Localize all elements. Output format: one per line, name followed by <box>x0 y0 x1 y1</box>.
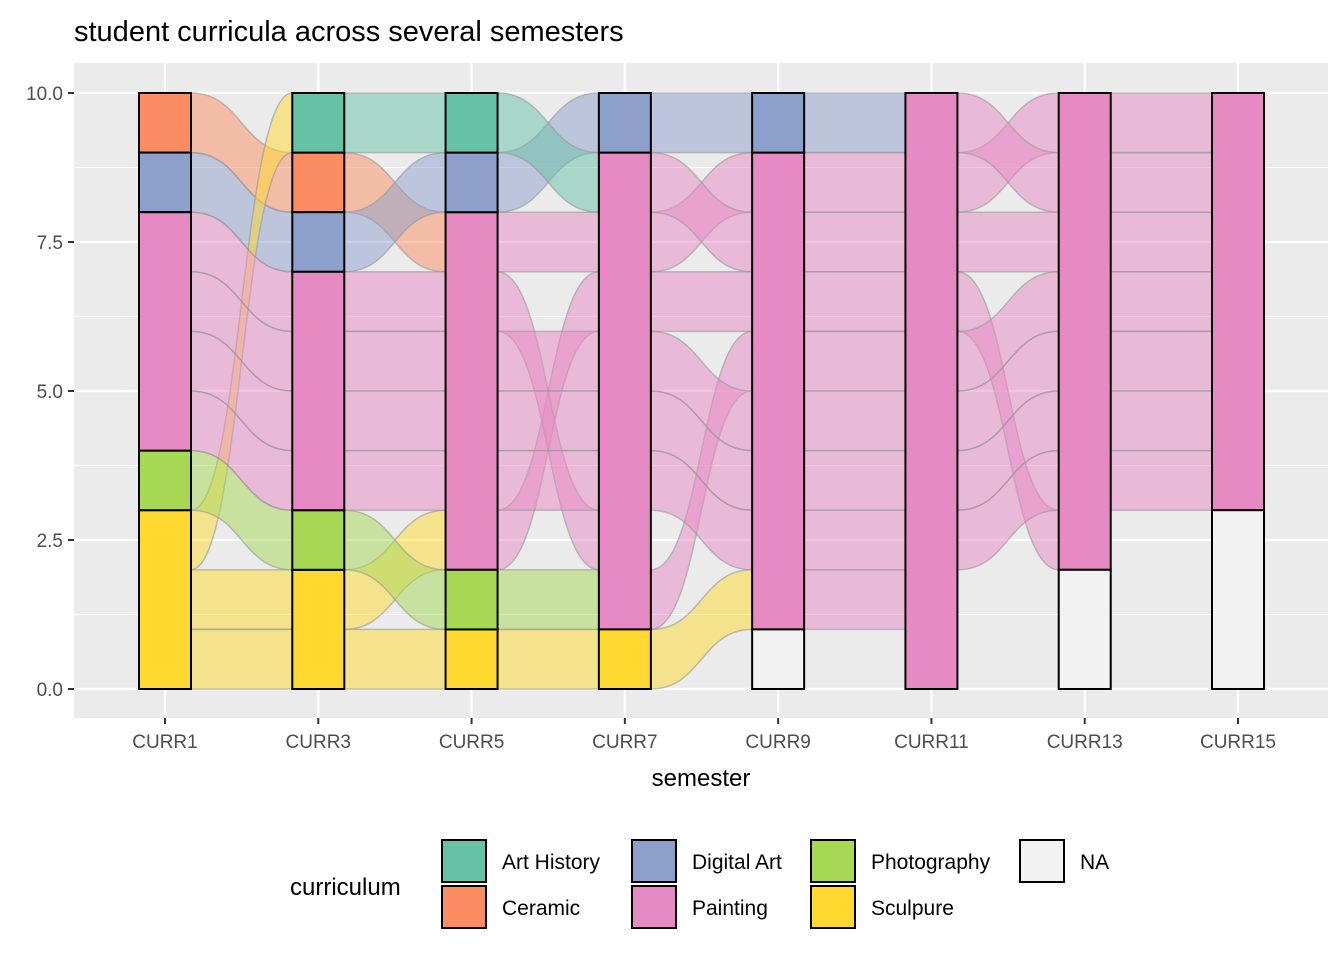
x-axis-title: semester <box>652 765 751 792</box>
y-tick-label: 2.5 <box>37 531 63 552</box>
flow-ribbon <box>1109 390 1213 452</box>
flow-ribbon <box>1109 92 1213 154</box>
legend-label: Photography <box>871 851 991 874</box>
stratum-digital-art <box>291 211 346 273</box>
flow-ribbon <box>343 92 447 154</box>
flow-ribbon <box>650 92 753 154</box>
x-tick-label: CURR11 <box>894 732 969 753</box>
legend-key <box>441 885 487 929</box>
flow-ribbon <box>190 628 294 690</box>
stratum-art-history <box>291 92 346 154</box>
stratum-sculpure <box>138 509 192 691</box>
stratum-sculpure <box>444 628 499 691</box>
flow-ribbon <box>803 390 907 452</box>
stratum-painting <box>138 211 192 452</box>
flow-ribbon <box>343 271 447 333</box>
flow-ribbon <box>803 509 907 571</box>
x-tick-label: CURR9 <box>745 732 810 753</box>
legend-key <box>631 885 677 929</box>
x-tick-label: CURR15 <box>1200 732 1276 753</box>
legend-label: Sculpure <box>871 897 954 920</box>
flow-ribbon <box>803 330 907 392</box>
flow-ribbon <box>1109 271 1213 333</box>
legend-key <box>441 839 487 883</box>
flow-ribbon <box>803 151 907 213</box>
flow-ribbon <box>1109 151 1213 213</box>
stratum-photography <box>291 509 346 571</box>
stratum-na <box>1057 568 1112 690</box>
stratum-ceramic <box>138 92 192 154</box>
y-tick-label: 10.0 <box>26 84 63 105</box>
flow-ribbon <box>496 330 600 392</box>
flow-ribbon <box>343 628 447 690</box>
legend-label: Ceramic <box>502 897 580 920</box>
x-tick-label: CURR5 <box>439 732 504 753</box>
flow-ribbon <box>1109 211 1213 273</box>
stratum-sculpure <box>597 628 652 691</box>
flow-ribbon <box>190 569 294 631</box>
legend-label: NA <box>1080 851 1109 874</box>
flow-ribbon <box>343 390 447 452</box>
stratum-painting <box>444 211 499 571</box>
flow-ribbon <box>496 390 600 452</box>
stratum-na <box>751 628 806 691</box>
x-tick-label: CURR1 <box>132 732 197 753</box>
legend: curriculum Art History Ceramic Digital Art… <box>290 839 1109 929</box>
stratum-digital-art <box>444 151 499 214</box>
stratum-painting <box>291 270 346 512</box>
flow-ribbon <box>803 211 907 273</box>
y-tick-label: 7.5 <box>37 233 63 254</box>
flow-ribbon <box>803 449 907 511</box>
stratum-sculpure <box>291 568 346 690</box>
flow-ribbon <box>496 211 600 273</box>
chart-title: student curricula across several semeste… <box>74 16 624 48</box>
stratum-photography <box>138 449 192 512</box>
stratum-art-history <box>444 92 499 154</box>
axes: 0.0 2.5 5.0 7.5 10.0 CURR1 CURR3 CURR5 CURR7 CURR… <box>26 84 1276 753</box>
flow-ribbon <box>803 569 907 631</box>
legend-key <box>810 839 856 883</box>
stratum-digital-art <box>751 92 806 154</box>
strata <box>138 92 1265 691</box>
flow-ribbon <box>956 211 1060 273</box>
x-tick-label: CURR13 <box>1047 732 1123 753</box>
stratum-ceramic <box>291 151 346 214</box>
stratum-na <box>1211 509 1265 691</box>
x-tick-label: CURR3 <box>286 732 351 753</box>
stratum-painting <box>1057 92 1112 571</box>
flow-ribbon <box>496 449 600 511</box>
y-tick-label: 5.0 <box>37 382 63 403</box>
y-tick-label: 0.0 <box>37 680 63 701</box>
flow-ribbon <box>343 330 447 392</box>
stratum-painting <box>597 151 652 631</box>
flow-ribbon <box>650 271 753 333</box>
flows <box>190 92 1213 690</box>
flow-ribbon <box>496 628 600 690</box>
legend-label: Digital Art <box>692 851 782 874</box>
x-tick-label: CURR7 <box>592 732 657 753</box>
legend-key <box>1019 839 1065 883</box>
stratum-digital-art <box>597 92 652 154</box>
legend-label: Art History <box>502 851 601 874</box>
flow-ribbon <box>496 569 600 631</box>
flow-ribbon <box>1109 330 1213 392</box>
stratum-painting <box>904 92 959 690</box>
flow-ribbon <box>803 271 907 333</box>
flow-ribbon <box>803 92 907 154</box>
stratum-photography <box>444 568 499 631</box>
legend-title: curriculum <box>290 874 401 901</box>
flow-ribbon <box>1109 449 1213 511</box>
stratum-painting <box>1211 92 1265 512</box>
legend-key <box>631 839 677 883</box>
legend-key <box>810 885 856 929</box>
legend-label: Painting <box>692 897 768 920</box>
stratum-painting <box>751 151 806 631</box>
flow-ribbon <box>343 449 447 511</box>
stratum-digital-art <box>138 151 192 214</box>
